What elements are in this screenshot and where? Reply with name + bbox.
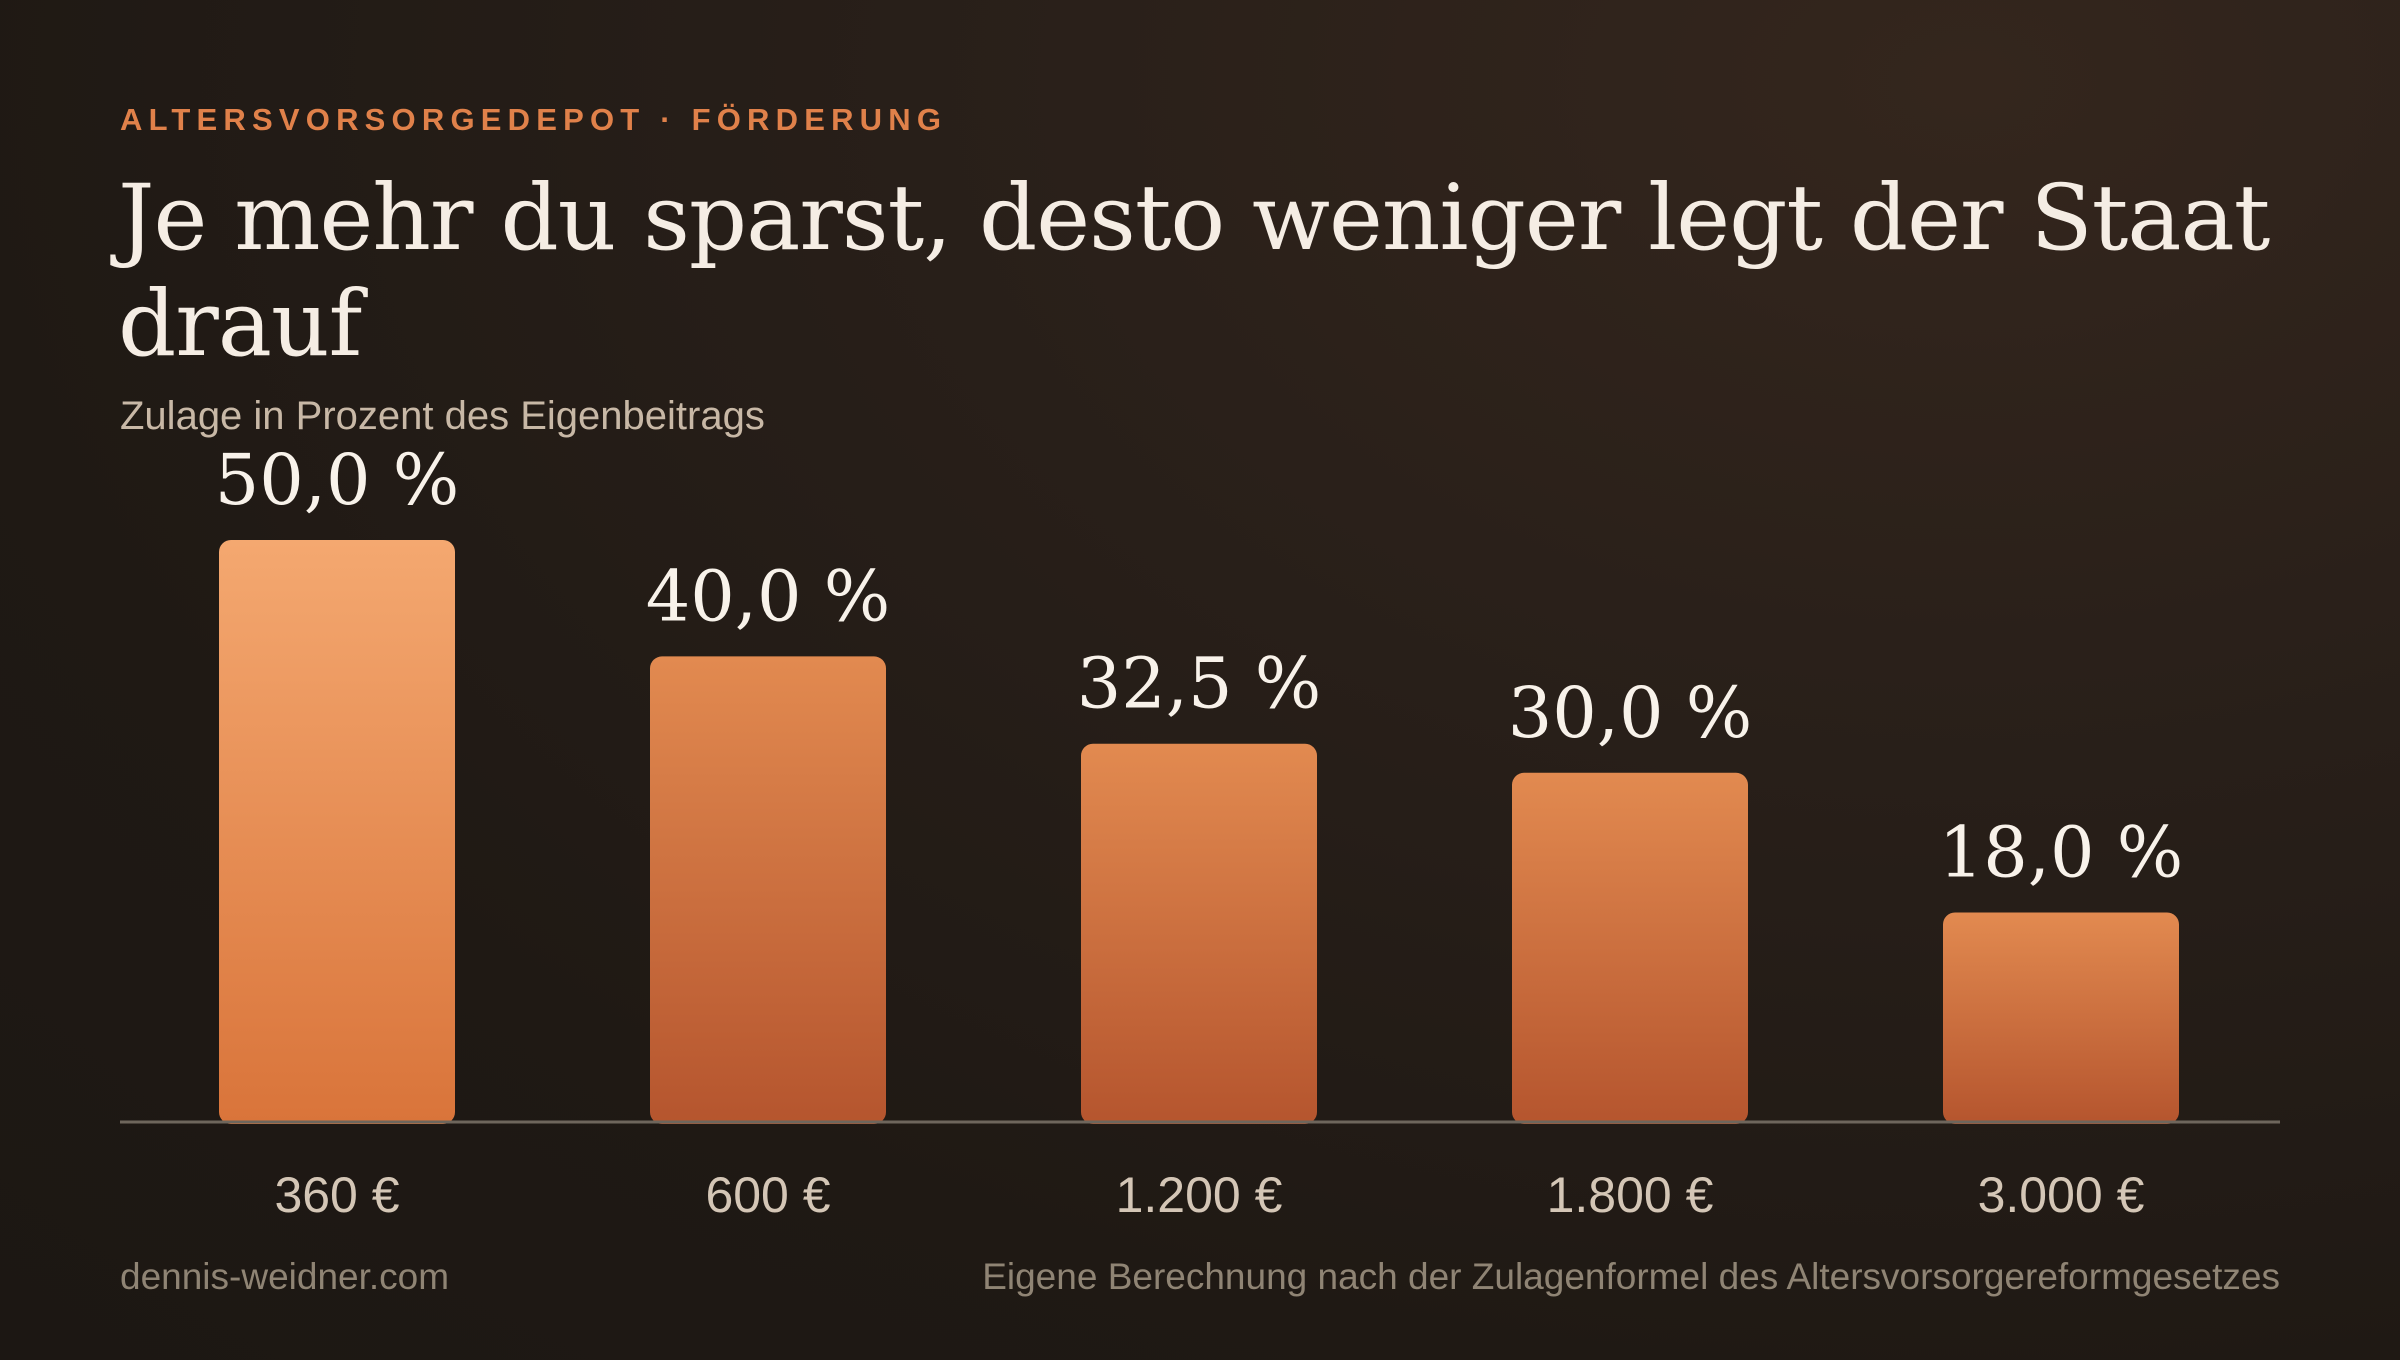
bar-series (219, 540, 2179, 1124)
bar-5 (1943, 912, 2179, 1124)
category-label-4: 1.800 € (1547, 1167, 1714, 1223)
category-label-group: 360 € 600 € 1.200 € 1.800 € 3.000 € (274, 1167, 2144, 1223)
value-label-5: 18,0 % (1939, 811, 2184, 893)
category-label-1: 360 € (274, 1167, 399, 1223)
value-label-group: 50,0 % 40,0 % 32,5 % 30,0 % 18,0 % (215, 439, 2184, 893)
category-label-3: 1.200 € (1116, 1167, 1283, 1223)
value-label-3: 32,5 % (1077, 643, 1322, 725)
bar-4 (1512, 772, 1748, 1124)
bar-1 (219, 540, 455, 1124)
category-label-5: 3.000 € (1978, 1167, 2145, 1223)
bar-2 (650, 656, 886, 1124)
value-label-1: 50,0 % (215, 439, 460, 521)
eyebrow-label: ALTERSVORSORGEDEPOT · FÖRDERUNG (120, 102, 948, 137)
source-site: dennis-weidner.com (120, 1256, 450, 1297)
chart-title: Je mehr du sparst, desto weniger legt de… (118, 166, 2270, 377)
chart-subtitle: Zulage in Prozent des Eigenbeitrags (120, 394, 765, 438)
bar-3 (1081, 743, 1317, 1124)
value-label-2: 40,0 % (646, 555, 891, 637)
source-note: Eigene Berechnung nach der Zulagenformel… (982, 1256, 2280, 1297)
value-label-4: 30,0 % (1508, 672, 1753, 754)
category-label-2: 600 € (705, 1167, 830, 1223)
